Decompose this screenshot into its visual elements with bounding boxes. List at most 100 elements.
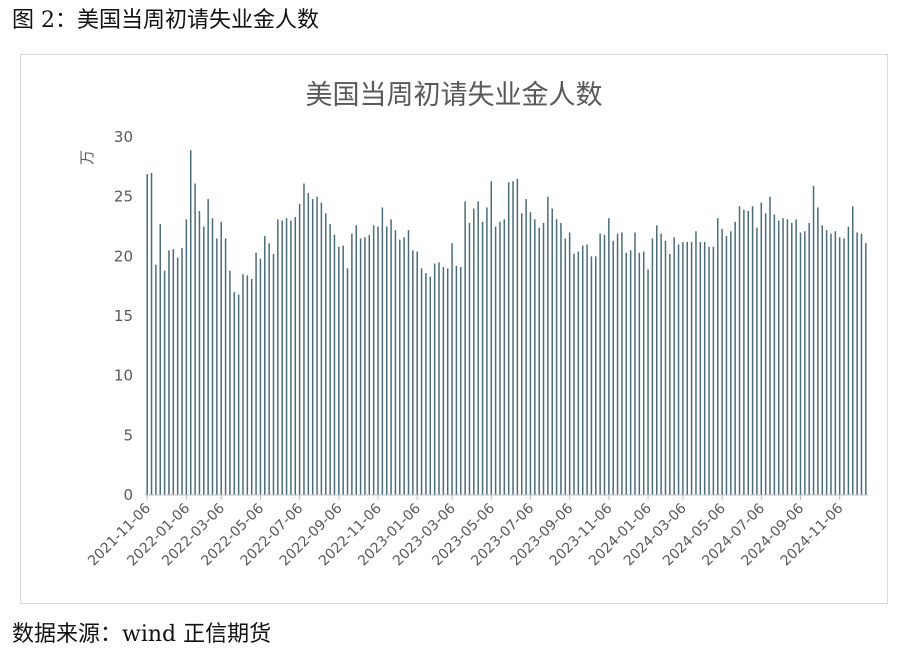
y-tick-label: 25 (114, 188, 133, 206)
bar (703, 242, 706, 495)
bar (259, 258, 262, 495)
bar (699, 242, 702, 495)
bar (416, 251, 418, 495)
bar (568, 232, 571, 495)
bar (738, 206, 741, 495)
bar (682, 242, 684, 495)
bar (747, 210, 749, 496)
bar (473, 208, 475, 495)
bar (216, 238, 218, 495)
bar-chart-plot: 0510152025302021-11-062022-01-062022-03-… (85, 128, 868, 569)
bar (377, 226, 379, 495)
bar (198, 210, 201, 496)
bar (394, 230, 397, 495)
bar (629, 250, 632, 495)
bar (821, 225, 824, 495)
bar (686, 242, 688, 495)
bar (769, 196, 771, 496)
bar (825, 230, 828, 495)
bar (307, 193, 310, 495)
bar (860, 233, 863, 495)
bar (303, 183, 305, 496)
bar (638, 252, 641, 495)
bar (412, 250, 414, 495)
bar (734, 221, 736, 496)
bar (429, 276, 432, 495)
bar (751, 206, 754, 495)
bar (438, 262, 440, 495)
bar (490, 181, 493, 495)
bar (163, 270, 166, 495)
bar (333, 234, 336, 495)
bar (852, 206, 854, 495)
y-tick-label: 15 (114, 307, 133, 325)
bar (346, 268, 349, 495)
bar (233, 292, 236, 495)
bar (364, 237, 366, 496)
bar (760, 202, 763, 495)
bar (581, 245, 584, 495)
bar (211, 218, 214, 495)
y-tick-label: 5 (123, 426, 133, 444)
bar (512, 181, 514, 495)
chart-frame: 美国当周初请失业金人数 万 0 5 10 15 20 25 30 2021-11-06 2022… (20, 54, 888, 604)
bar (477, 201, 479, 495)
bar (551, 208, 553, 495)
bar (647, 269, 649, 495)
bar (203, 226, 205, 495)
bar (316, 196, 318, 496)
bar (329, 224, 331, 496)
bar (756, 227, 758, 495)
bar (616, 233, 619, 495)
bar (368, 234, 371, 495)
bar (281, 220, 283, 495)
bar (446, 268, 449, 495)
bar (442, 267, 445, 495)
bar (538, 227, 540, 495)
bar (716, 218, 719, 495)
bar (285, 218, 288, 495)
y-tick-label: 10 (114, 367, 133, 385)
bar (664, 240, 667, 495)
bar (507, 182, 510, 495)
bar (451, 243, 453, 495)
bar (838, 237, 841, 496)
bar (464, 201, 466, 495)
bar (399, 239, 401, 495)
bar (372, 225, 375, 495)
bar (534, 219, 536, 495)
bar (311, 199, 314, 496)
bar (555, 219, 558, 495)
bar (660, 233, 662, 495)
bar (634, 232, 636, 495)
bar (159, 224, 161, 496)
bar (425, 273, 427, 495)
bar (229, 270, 231, 495)
bar (268, 243, 270, 495)
bar (817, 207, 819, 495)
bar (690, 242, 693, 495)
bar (595, 256, 597, 495)
bar (433, 263, 436, 495)
bar (390, 219, 392, 495)
bar (325, 213, 327, 495)
bar (385, 226, 388, 495)
bar (290, 220, 292, 495)
bar (407, 230, 410, 495)
bar (220, 221, 222, 496)
bar (834, 231, 837, 495)
bar (264, 236, 266, 496)
bar (564, 238, 567, 495)
bar (669, 253, 671, 495)
bar (150, 172, 153, 496)
bar (250, 279, 253, 495)
bar (520, 213, 523, 495)
bar (255, 252, 257, 495)
bar (808, 222, 810, 496)
y-tick-label: 20 (114, 247, 133, 265)
bar (730, 231, 732, 495)
bar (603, 234, 606, 495)
bar (351, 233, 353, 495)
bar (355, 225, 357, 495)
bar (460, 267, 462, 495)
